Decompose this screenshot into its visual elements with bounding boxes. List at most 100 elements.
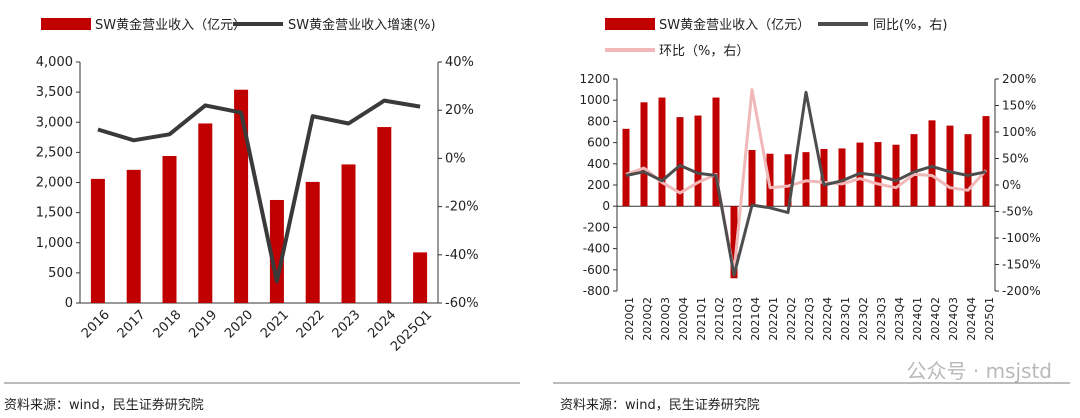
x-tick-label: 2024Q2 (929, 297, 942, 341)
line-series (625, 90, 987, 277)
legend-swatch-bar (41, 18, 91, 30)
y-left-tick-label: -400 (583, 242, 610, 256)
y-left-tick-label: 2,000 (36, 176, 73, 191)
x-tick-label: 2021 (258, 307, 292, 341)
x-tick-label: 2023 (330, 307, 364, 341)
y-left-tick-label: 600 (587, 136, 610, 150)
x-tick-label: 2020 (222, 307, 256, 341)
x-tick-label: 2020Q1 (623, 297, 636, 341)
lines-left-chart (97, 98, 421, 284)
bar (730, 206, 738, 279)
y-left-tick-label: 2,500 (36, 145, 73, 160)
bar (90, 178, 105, 303)
axes-right-chart: -800 -600 -400 -200 0 200 400 600 800 1000 1200 -20… (579, 72, 1040, 341)
x-tick-label: 2025Q1 (983, 297, 996, 341)
y-left-tick-label: 800 (587, 114, 610, 128)
bar (964, 134, 972, 207)
legend-label-line: SW黄金营业收入增速(%) (288, 17, 436, 33)
y-right-tick-label: 50% (1002, 152, 1029, 166)
y-right-tick-label: -60% (445, 296, 479, 311)
x-tick-label: 2023Q3 (875, 297, 888, 341)
legend-swatch-bar (605, 18, 655, 30)
legend-right: SW黄金营业收入（亿元） 同比(%，右) 环比（%，右） (605, 17, 948, 59)
y-left-tick-label: 1,000 (36, 236, 73, 251)
bar (802, 152, 810, 207)
bar (234, 89, 249, 303)
x-tick-label: 2021Q2 (713, 297, 726, 341)
y-right-tick-label: -200% (1002, 284, 1041, 298)
x-tick-label: 2024Q1 (911, 297, 924, 341)
bar (712, 97, 720, 207)
legend-label-bar: SW黄金营业收入（亿元） (95, 17, 246, 33)
bar (946, 125, 954, 207)
bar (892, 144, 900, 207)
bars-right-chart (622, 97, 990, 279)
bar (694, 115, 702, 207)
x-tick-label: 2022Q2 (785, 297, 798, 341)
line-series (625, 88, 988, 274)
y-left-tick-label: -600 (583, 263, 610, 277)
lines-right-chart (625, 88, 988, 277)
source-note-left: 资料来源：wind，民生证券研究院 (4, 398, 204, 413)
y-left-tick-label: 1,500 (36, 206, 73, 221)
y-left-tick-label: 0 (602, 199, 610, 213)
y-right-tick-label: 40% (445, 55, 474, 70)
y-right-tick-label: 150% (1002, 99, 1036, 113)
y-left-tick-label: 1200 (579, 72, 610, 86)
bar (198, 123, 213, 303)
bar (341, 164, 356, 303)
y-right-tick-label: -150% (1002, 258, 1041, 272)
x-tick-label: 2021Q4 (749, 297, 762, 341)
bar (413, 252, 428, 303)
source-note-right: 资料来源：wind，民生证券研究院 (560, 398, 760, 413)
x-tick-label: 2023Q1 (839, 297, 852, 341)
x-tick-label: 2017 (115, 307, 149, 341)
x-tick-label: 2024Q3 (947, 297, 960, 341)
y-left-tick-label: 1000 (579, 93, 610, 107)
bar (838, 148, 846, 207)
x-tick-label: 2016 (79, 307, 113, 341)
y-right-tick-label: 100% (1002, 125, 1036, 139)
y-right-tick-label: 0% (445, 151, 466, 166)
y-left-tick-label: -800 (583, 284, 610, 298)
y-right-tick-label: 200% (1002, 72, 1036, 86)
x-tick-label: 2020Q4 (677, 297, 690, 341)
bar (982, 116, 990, 207)
line-series (97, 98, 421, 284)
legend-left: SW黄金营业收入（亿元） SW黄金营业收入增速(%) (41, 17, 436, 33)
y-right-tick-label: -50% (1002, 205, 1033, 219)
x-tick-label: 2022 (294, 307, 328, 341)
bar (658, 97, 666, 207)
x-tick-label: 2018 (151, 307, 185, 341)
y-left-tick-label: 3,500 (36, 85, 73, 100)
legend-label-qoq: 环比（%，右） (659, 44, 749, 59)
bar (748, 150, 756, 207)
bar (377, 127, 392, 303)
y-right-tick-label: -40% (445, 248, 479, 263)
bar (784, 154, 792, 207)
bar (928, 120, 936, 207)
x-tick-label: 2021Q3 (731, 297, 744, 341)
x-tick-label: 2024Q4 (965, 297, 978, 341)
bar (640, 102, 648, 207)
chart-quarterly-revenue: SW黄金营业收入（亿元） 同比(%，右) 环比（%，右） -800 -600 -40… (579, 17, 1040, 341)
y-left-tick-label: 200 (587, 178, 610, 192)
x-tick-label: 2019 (186, 307, 220, 341)
y-right-tick-label: 0% (1002, 178, 1021, 192)
x-tick-label: 2023Q4 (893, 297, 906, 341)
chart-annual-revenue: SW黄金营业收入（亿元） SW黄金营业收入增速(%) 0 500 1,000 1,50… (36, 17, 479, 355)
bar (162, 155, 177, 303)
x-tick-label: 2020Q2 (641, 297, 654, 341)
x-tick-label: 2021Q1 (695, 297, 708, 341)
y-right-tick-label: -100% (1002, 231, 1041, 245)
bar (676, 117, 684, 207)
y-left-tick-label: 0 (65, 296, 73, 311)
watermark-text: 公众号 · msjstd (906, 359, 1053, 383)
legend-label-bar: SW黄金营业收入（亿元） (659, 17, 810, 33)
bar (910, 134, 918, 207)
bar (305, 181, 320, 303)
y-right-tick-label: 20% (445, 103, 474, 118)
x-tick-label: 2020Q3 (659, 297, 672, 341)
y-left-tick-label: 4,000 (36, 55, 73, 70)
